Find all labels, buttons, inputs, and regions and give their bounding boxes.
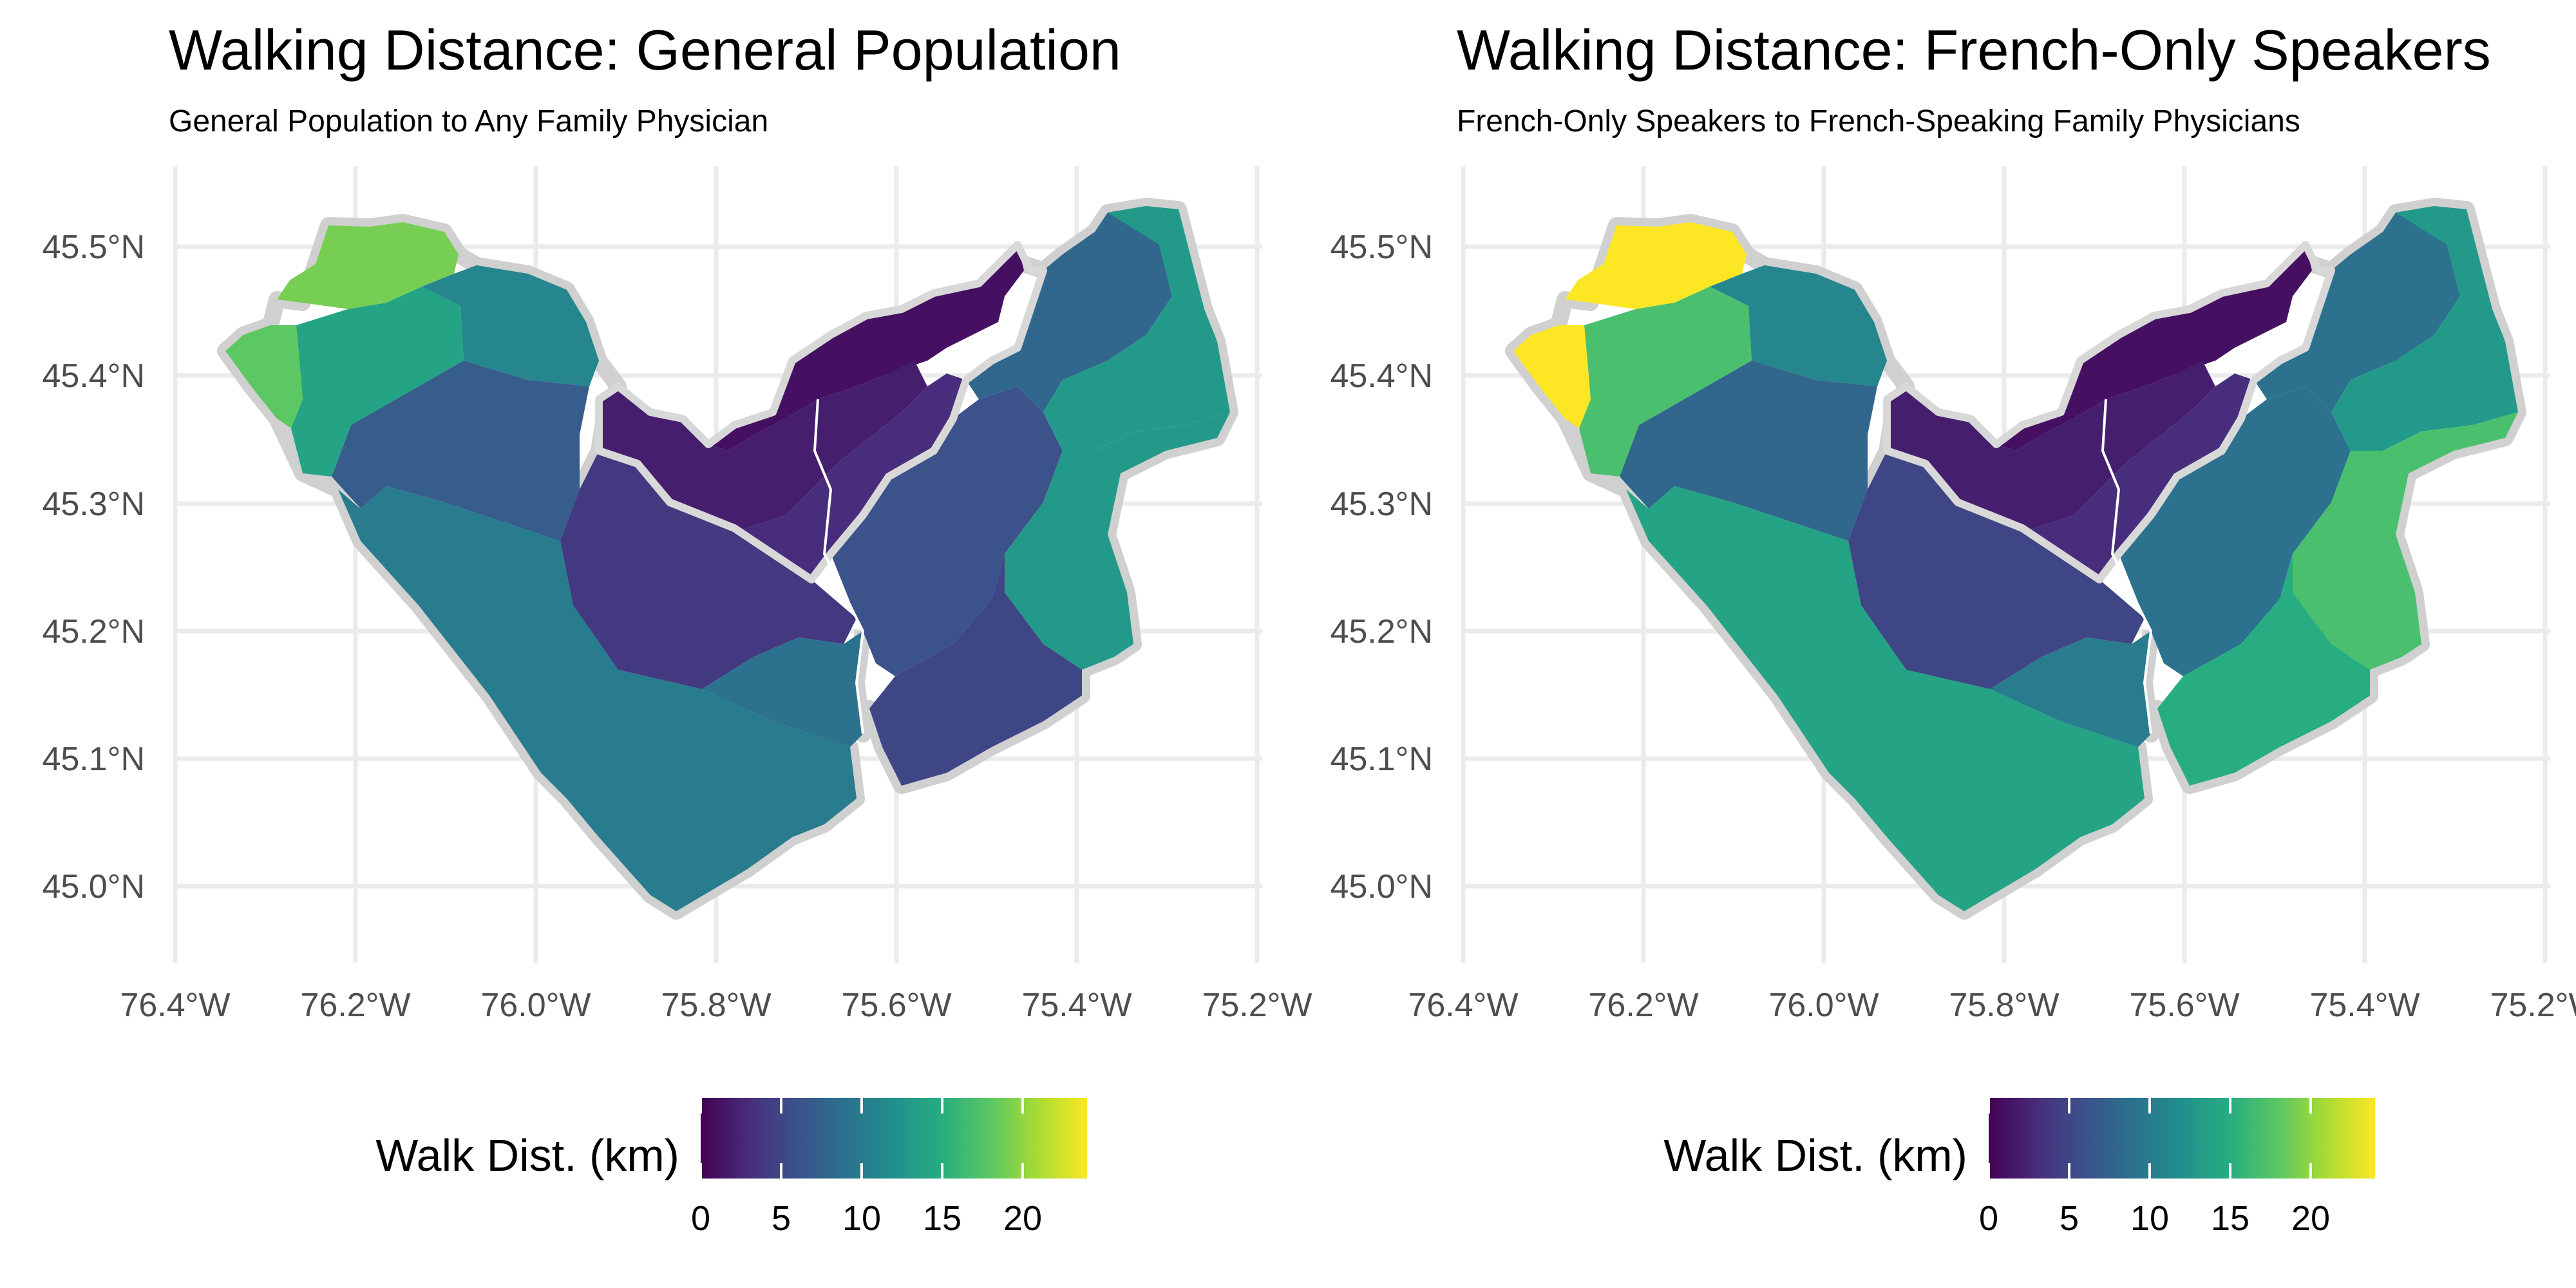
region-urban-west: [1887, 361, 2215, 528]
panel-general-population: Walking Distance: General Population Gen…: [42, 18, 1312, 1238]
region-north-west-central: [1710, 265, 1887, 386]
region-urban-south: [2022, 374, 2254, 580]
x-tick-label: 75.8°W: [1949, 987, 2059, 1024]
y-axis-labels: 45.5°N 45.4°N 45.3°N 45.2°N 45.1°N 45.0°…: [1330, 229, 1433, 905]
y-tick-label: 45.5°N: [1330, 229, 1433, 266]
choropleth-map: [1505, 198, 2526, 920]
region-urban-core: [1996, 245, 2312, 451]
y-tick-label: 45.3°N: [42, 486, 145, 523]
legend-tick-label: 5: [772, 1199, 791, 1238]
panel-title: Walking Distance: French-Only Speakers: [1457, 18, 2491, 82]
x-tick-label: 75.6°W: [841, 987, 951, 1024]
map-layer: [217, 198, 1238, 920]
x-tick-label: 75.2°W: [1202, 987, 1312, 1024]
region-south-central-east: [702, 631, 863, 747]
x-tick-label: 76.4°W: [1408, 987, 1518, 1024]
region-southeast: [1005, 412, 1230, 670]
x-tick-label: 75.2°W: [2490, 987, 2576, 1024]
legend-ticks: 0 5 10 15 20: [1979, 1098, 2330, 1238]
x-axis-labels: 76.4°W 76.2°W 76.0°W 75.8°W 75.6°W 75.4°…: [1408, 987, 2576, 1024]
region-urban-core: [708, 245, 1024, 451]
region-urban-west: [599, 361, 927, 528]
y-tick-label: 45.4°N: [42, 357, 145, 395]
y-tick-label: 45.5°N: [42, 229, 145, 266]
panel-title: Walking Distance: General Population: [169, 18, 1121, 82]
region-far-east: [2331, 206, 2518, 451]
legend-tick-label: 20: [1003, 1199, 1042, 1238]
legend-tick-label: 15: [2211, 1199, 2249, 1238]
legend-tick-label: 20: [2291, 1199, 2330, 1238]
y-axis-labels: 45.5°N 45.4°N 45.3°N 45.2°N 45.1°N 45.0°…: [42, 229, 145, 905]
legend-tick-label: 0: [1979, 1199, 1998, 1238]
legend-title: Walk Dist. (km): [375, 1130, 679, 1180]
color-legend: Walk Dist. (km) 0 5 10 15 20: [1663, 1098, 2375, 1238]
region-far-east: [1043, 206, 1230, 451]
color-legend: Walk Dist. (km) 0 5 10 15 20: [375, 1098, 1087, 1238]
urban-boundary-outline: [595, 241, 1047, 583]
y-tick-label: 45.0°N: [42, 868, 145, 905]
region-south-central-west: [560, 451, 857, 689]
region-southwest: [338, 486, 857, 911]
x-tick-label: 76.0°W: [480, 987, 591, 1024]
x-tick-label: 75.4°W: [1021, 987, 1132, 1024]
x-tick-label: 76.4°W: [120, 987, 230, 1024]
region-east-north: [2254, 206, 2460, 412]
panel-subtitle: General Population to Any Family Physici…: [169, 104, 768, 138]
x-tick-label: 75.6°W: [2129, 987, 2239, 1024]
x-tick-label: 75.4°W: [2309, 987, 2420, 1024]
legend-colorbar: [701, 1098, 1087, 1179]
river-line: [813, 399, 865, 735]
y-tick-label: 45.1°N: [1330, 741, 1433, 778]
region-west-edge: [225, 325, 303, 428]
panel-french-only-speakers: Walking Distance: French-Only Speakers F…: [1330, 18, 2576, 1238]
y-tick-label: 45.1°N: [42, 741, 145, 778]
map-layer: [1505, 198, 2526, 920]
legend-tick-label: 10: [842, 1199, 881, 1238]
choropleth-map: [217, 198, 1238, 920]
river-line: [2101, 399, 2153, 735]
region-west-edge: [1513, 325, 1591, 428]
x-tick-label: 76.0°W: [1768, 987, 1879, 1024]
region-north-west-central: [422, 265, 599, 386]
legend-title: Walk Dist. (km): [1663, 1130, 1967, 1180]
x-tick-label: 76.2°W: [300, 987, 410, 1024]
region-northwest-tip: [1565, 222, 1747, 309]
x-tick-label: 76.2°W: [1588, 987, 1698, 1024]
region-northwest-mid: [1579, 287, 1752, 477]
legend-ticks: 0 5 10 15 20: [691, 1098, 1042, 1238]
x-tick-label: 75.8°W: [661, 987, 771, 1024]
y-tick-label: 45.3°N: [1330, 486, 1433, 523]
region-east-central: [831, 386, 1063, 676]
legend-tick-label: 10: [2130, 1199, 2169, 1238]
urban-boundary-outline: [1883, 241, 2335, 583]
region-east-central: [2119, 386, 2351, 676]
region-east-north: [966, 206, 1172, 412]
region-urban-south: [734, 374, 966, 580]
region-south-central-east: [1990, 631, 2151, 747]
region-south-central-west: [1848, 451, 2145, 689]
y-tick-label: 45.4°N: [1330, 357, 1433, 395]
legend-colorbar: [1989, 1098, 2375, 1179]
region-west-central-strip: [1620, 361, 1877, 541]
region-southwest: [1626, 486, 2145, 911]
y-tick-label: 45.2°N: [1330, 613, 1433, 650]
legend-tick-label: 15: [923, 1199, 961, 1238]
region-northwest-mid: [291, 287, 464, 477]
legend-tick-label: 0: [691, 1199, 710, 1238]
x-axis-labels: 76.4°W 76.2°W 76.0°W 75.8°W 75.6°W 75.4°…: [120, 987, 1312, 1024]
y-tick-label: 45.2°N: [42, 613, 145, 650]
region-east-south-strip: [869, 554, 1082, 786]
region-southeast: [2293, 412, 2518, 670]
legend-tick-label: 5: [2060, 1199, 2079, 1238]
panel-subtitle: French-Only Speakers to French-Speaking …: [1457, 104, 2300, 138]
region-east-south-strip: [2157, 554, 2370, 786]
y-tick-label: 45.0°N: [1330, 868, 1433, 905]
region-northwest-tip: [277, 222, 459, 309]
region-west-central-strip: [332, 361, 589, 541]
